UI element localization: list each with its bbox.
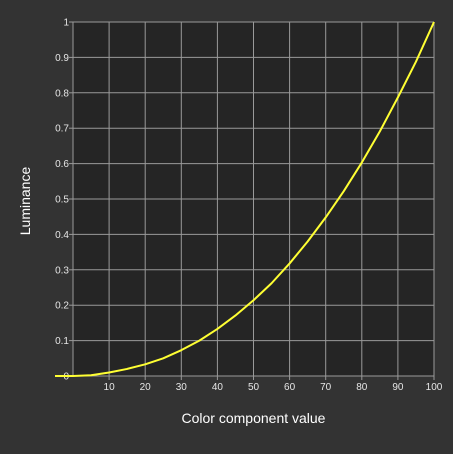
x-tick-label: 50 [248,382,260,393]
x-tick-label: 10 [104,382,116,393]
y-tick-label: 0.3 [55,265,69,276]
x-tick-label: 90 [392,382,404,393]
y-tick-label: 0.1 [55,336,69,347]
x-tick-label: 20 [140,382,152,393]
x-axis-title: Color component value [182,410,326,426]
x-tick-label: 60 [284,382,296,393]
x-tick-label: 40 [212,382,224,393]
y-tick-label: 0.9 [55,53,69,64]
y-axis-title: Luminance [17,167,33,236]
y-tick-label: 0.4 [55,230,69,241]
x-tick-label: 80 [356,382,368,393]
series-layer [55,21,435,377]
y-tick-label: 0.5 [55,195,69,206]
y-tick-label: 1 [63,18,69,29]
series-line [55,21,435,377]
y-tick-label: 0.6 [55,159,69,170]
y-tick-label: 0.7 [55,124,69,135]
x-tick-label: 70 [320,382,332,393]
x-tick-label: 100 [426,382,443,393]
y-tick-label: 0.2 [55,301,69,312]
x-tick-label: 30 [176,382,188,393]
y-tick-label: 0.8 [55,88,69,99]
